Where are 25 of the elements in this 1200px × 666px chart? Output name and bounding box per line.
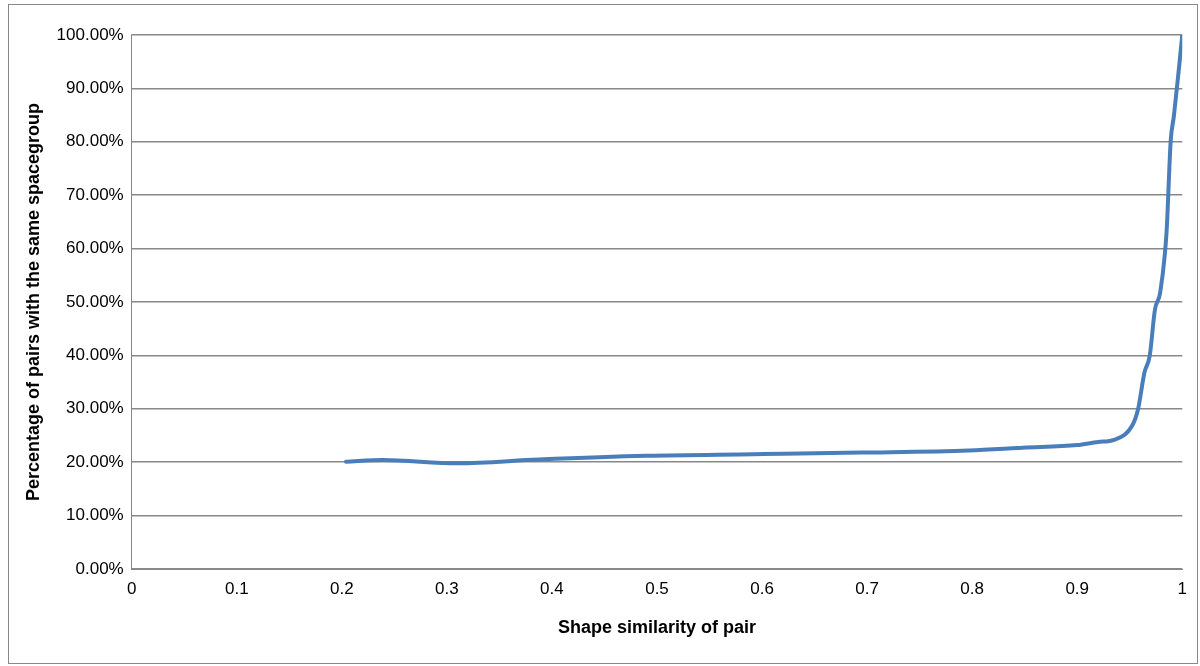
y-tick-label: 90.00% xyxy=(66,78,124,98)
y-tick-label: 100.00% xyxy=(56,24,124,44)
x-tick-label: 0.4 xyxy=(540,578,564,598)
line-series xyxy=(344,35,1183,466)
x-tick-label: 1 xyxy=(1177,578,1188,598)
x-tick-label: 0.7 xyxy=(855,578,879,598)
y-tick-label: 80.00% xyxy=(66,131,124,151)
y-tick-label: 20.00% xyxy=(66,451,124,471)
x-tick-label: 0.8 xyxy=(960,578,984,598)
x-tick-label: 0.1 xyxy=(224,578,249,598)
y-tick-label: 50.00% xyxy=(66,291,124,311)
x-tick-label: 0.6 xyxy=(750,578,774,598)
y-tick-label: 10.00% xyxy=(66,505,124,525)
y-tick-label: 0.00% xyxy=(75,558,124,578)
y-tick-label: 40.00% xyxy=(66,345,124,365)
x-tick-label: 0.2 xyxy=(330,578,354,598)
y-axis-title: Percentage of pairs with the same spacegroup xyxy=(22,102,43,502)
x-tick-label: 0.5 xyxy=(645,578,669,598)
y-tick-label: 70.00% xyxy=(66,184,124,204)
y-tick-label: 60.00% xyxy=(66,238,124,258)
y-tick-label: 30.00% xyxy=(66,398,124,418)
x-axis-title: Shape similarity of pair xyxy=(557,617,757,638)
x-tick-label: 0.3 xyxy=(435,578,459,598)
x-tick-label: 0 xyxy=(126,578,137,598)
x-tick-label: 0.9 xyxy=(1065,578,1090,598)
